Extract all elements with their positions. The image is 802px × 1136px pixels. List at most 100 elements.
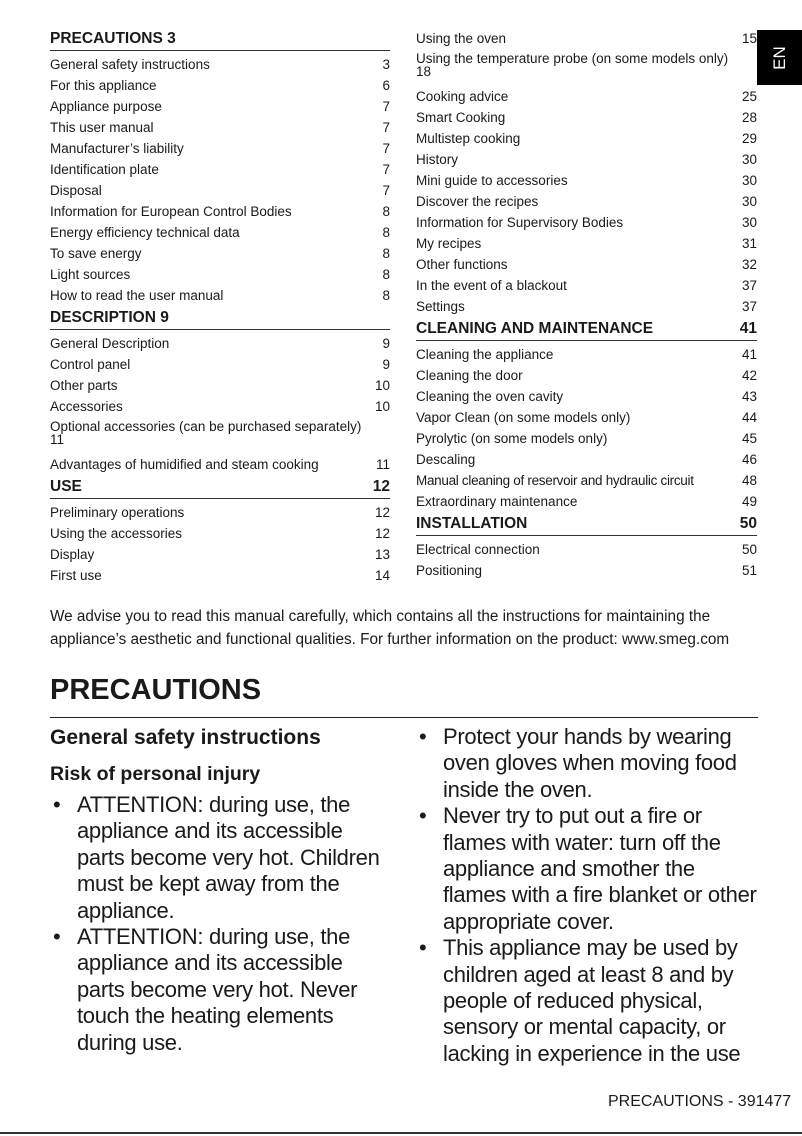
toc-entry[interactable]: Identification plate 7 [50,159,390,180]
toc-entry[interactable]: General safety instructions 3 [50,54,390,75]
toc-chapter-header[interactable]: DESCRIPTION 9 [50,307,390,330]
toc-entry[interactable]: Appliance purpose 7 [50,96,390,117]
toc-entry[interactable]: Descaling 46 [416,449,757,470]
toc-entry-page: 12 [374,505,390,520]
toc-entry[interactable]: For this appliance 6 [50,75,390,96]
toc-entry-page: 49 [741,494,757,509]
toc-entry-title: First use [50,568,102,583]
toc-entry[interactable]: Control panel 9 [50,354,390,375]
bullet-list-left: ATTENTION: during use, the appliance and… [50,792,395,1056]
toc-entry-page: 29 [741,131,757,146]
toc-entry[interactable]: Light sources 8 [50,264,390,285]
toc-entry[interactable]: How to read the user manual 8 [50,285,390,306]
toc-entry-page: 51 [741,563,757,578]
toc-chapter-header[interactable]: PRECAUTIONS 3 [50,28,390,51]
toc-entry-title: PRECAUTIONS 3 [50,30,176,47]
toc-entry-title: Manufacturer’s liability [50,141,184,156]
toc-entry[interactable]: Cleaning the oven cavity 43 [416,386,757,407]
toc-entry[interactable]: Energy efficiency technical data 8 [50,222,390,243]
toc-entry-title: This user manual [50,120,154,135]
bullet-item: ATTENTION: during use, the appliance and… [50,792,395,924]
toc-entry[interactable]: Preliminary operations 12 [50,502,390,523]
toc-entry-page: 30 [741,152,757,167]
toc-entry-title: How to read the user manual [50,288,224,303]
toc-chapter-header[interactable]: CLEANING AND MAINTENANCE 41 [416,318,757,341]
toc-entry-title: Identification plate [50,162,159,177]
toc-entry[interactable]: Information for European Control Bodies 8 [50,201,390,222]
toc-entry-page: 7 [382,162,390,177]
toc-entry[interactable]: First use 14 [50,565,390,586]
toc-entry-page: 11 [375,457,390,472]
toc-entry[interactable]: Disposal 7 [50,180,390,201]
toc-entry[interactable]: Information for Supervisory Bodies 30 [416,212,757,233]
toc-entry-page: 7 [382,99,390,114]
bullet-item: Protect your hands by wearing oven glove… [416,724,761,803]
toc-entry-page: 15 [741,31,757,46]
toc-entry-title: Cleaning the oven cavity [416,389,564,404]
toc-entry[interactable]: In the event of a blackout 37 [416,275,757,296]
toc-entry[interactable]: Positioning 51 [416,560,757,581]
toc-entry-title: Pyrolytic (on some models only) [416,431,608,446]
toc-chapter-header[interactable]: USE 12 [50,476,390,499]
toc-entry-title: Settings [416,299,465,314]
toc-entry[interactable]: My recipes 31 [416,233,757,254]
toc-entry-page: 7 [382,141,390,156]
toc-entry[interactable]: Multistep cooking 29 [416,128,757,149]
toc-entry[interactable]: Advantages of humidified and steam cooki… [50,454,390,475]
toc-entry[interactable]: This user manual 7 [50,117,390,138]
toc-entry[interactable]: Cleaning the door 42 [416,365,757,386]
toc-entry-title: Cleaning the door [416,368,523,383]
toc-entry-title: Advantages of humidified and steam cooki… [50,457,319,472]
right-column: Protect your hands by wearing oven glove… [416,722,761,1067]
toc-entry-title: To save energy [50,246,142,261]
toc-entry-page: 44 [741,410,757,425]
toc-entry[interactable]: Using the accessories 12 [50,523,390,544]
left-column: General safety instructions Risk of pers… [50,722,395,1056]
toc-entry-page: 48 [741,473,757,488]
toc-entry-title: My recipes [416,236,482,251]
toc-entry[interactable]: Manual cleaning of reservoir and hydraul… [416,470,757,491]
table-of-contents-right: Using the oven 15 Using the temperature pr… [416,28,757,581]
toc-entry[interactable]: Settings 37 [416,296,757,317]
toc-entry-title: USE [50,478,82,495]
toc-entry-title: General safety instructions [50,57,210,72]
toc-entry[interactable]: Cleaning the appliance 41 [416,344,757,365]
toc-entry-page: 50 [739,515,757,532]
toc-entry[interactable]: To save energy 8 [50,243,390,264]
section-divider [50,717,758,718]
toc-entry[interactable]: Cooking advice 25 [416,86,757,107]
toc-entry[interactable]: Discover the recipes 30 [416,191,757,212]
toc-entry[interactable]: Smart Cooking 28 [416,107,757,128]
bullet-item: This appliance may be used by children a… [416,935,761,1067]
toc-entry[interactable]: History 30 [416,149,757,170]
toc-entry-page: 46 [741,452,757,467]
toc-entry-page: 43 [741,389,757,404]
toc-entry[interactable]: Accessories 10 [50,396,390,417]
toc-entry[interactable]: Other parts 10 [50,375,390,396]
toc-entry[interactable]: General Description 9 [50,333,390,354]
toc-entry[interactable]: Vapor Clean (on some models only) 44 [416,407,757,428]
toc-entry[interactable]: Using the temperature probe (on some mod… [416,49,757,86]
toc-entry[interactable]: Mini guide to accessories 30 [416,170,757,191]
toc-entry-title: Using the temperature probe (on some mod… [416,51,729,66]
toc-entry[interactable]: Optional accessories (can be purchased s… [50,417,390,454]
toc-chapter-header[interactable]: INSTALLATION 50 [416,513,757,536]
toc-entry-page: 8 [382,288,390,303]
bullet-item: ATTENTION: during use, the appliance and… [50,924,395,1056]
toc-entry[interactable]: Pyrolytic (on some models only) 45 [416,428,757,449]
intro-paragraph: We advise you to read this manual carefu… [50,608,730,648]
toc-entry-page: 28 [741,110,757,125]
toc-entry[interactable]: Extraordinary maintenance 49 [416,491,757,512]
toc-entry[interactable]: Electrical connection 50 [416,539,757,560]
toc-entry-page: 45 [741,431,757,446]
toc-entry[interactable]: Manufacturer’s liability 7 [50,138,390,159]
toc-entry-page: 12 [374,526,390,541]
toc-entry-page: 30 [741,194,757,209]
toc-entry[interactable]: Using the oven 15 [416,28,757,49]
toc-entry[interactable]: Other functions 32 [416,254,757,275]
toc-entry-title: Positioning [416,563,483,578]
toc-entry-title: Descaling [416,452,476,467]
toc-entry-title: Cleaning the appliance [416,347,554,362]
toc-entry[interactable]: Display 13 [50,544,390,565]
toc-entry-title: Light sources [50,267,131,282]
